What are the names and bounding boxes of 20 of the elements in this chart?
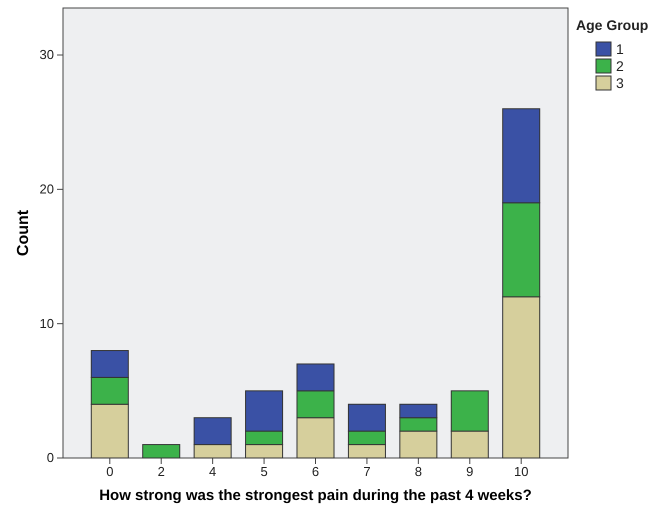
x-tick-label: 9 [466,464,474,480]
legend-title: Age Group [576,17,648,33]
x-tick-label: 8 [414,464,422,480]
x-tick-label: 6 [312,464,320,480]
x-tick-label: 10 [514,464,528,480]
x-tick-label: 7 [363,464,371,480]
y-tick-label: 30 [40,47,54,62]
legend-label: 1 [616,41,624,57]
y-axis-title: Count [15,209,32,256]
x-axis-title: How strong was the strongest pain during the past 4 weeks? [99,487,532,504]
y-tick-label: 20 [40,182,54,197]
y-tick-label: 0 [46,450,54,466]
legend-label: 3 [616,75,624,91]
x-tick-label: 4 [209,464,216,480]
y-tick-label: 10 [40,316,54,331]
legend-label: 2 [616,58,624,74]
x-tick-label: 0 [106,464,114,480]
x-tick-label: 2 [158,464,165,480]
bar [142,444,180,458]
x-tick-label: 5 [260,464,268,480]
